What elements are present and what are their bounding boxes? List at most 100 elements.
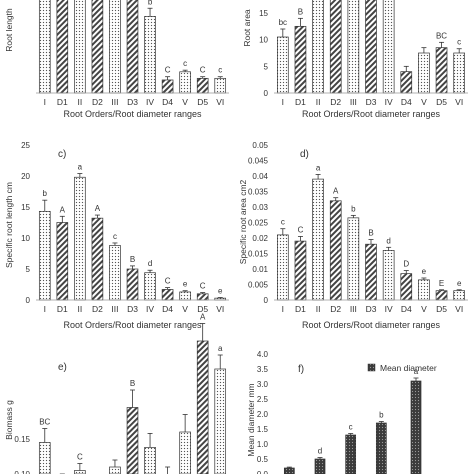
y-tick-label: 1.0 — [257, 440, 269, 449]
significance-label: b — [43, 189, 48, 198]
bar — [38, 210, 51, 301]
significance-label: c — [183, 59, 187, 68]
bar — [312, 0, 324, 94]
x-axis-label: Root Orders/Root diameter ranges — [302, 109, 441, 119]
bar — [179, 431, 191, 474]
significance-label: C — [200, 282, 206, 291]
significance-label: C — [165, 277, 171, 286]
x-tick-label: I — [44, 304, 46, 314]
x-tick-label: D1 — [295, 97, 306, 107]
significance-label: B — [130, 255, 135, 264]
y-tick-label: 0 — [264, 296, 269, 305]
bar — [109, 245, 121, 301]
significance-label: D — [403, 260, 409, 269]
panel-a: abccCCID1IID2IIID3IVD4VD5VIRoot Orders/R… — [4, 0, 229, 119]
bar — [196, 340, 209, 474]
x-tick-label: III — [350, 97, 357, 107]
bar — [347, 217, 360, 301]
bar — [435, 47, 448, 94]
bar — [277, 234, 289, 301]
bar — [196, 77, 209, 94]
significance-label: B — [368, 229, 373, 238]
y-tick-label: 25 — [21, 141, 30, 150]
y-tick-label: 0.005 — [248, 281, 269, 290]
bar — [365, 0, 377, 94]
x-tick-label: D1 — [295, 304, 306, 314]
x-tick-label: IV — [146, 304, 154, 314]
significance-label: a — [414, 367, 419, 376]
significance-label: e — [183, 280, 188, 289]
bar — [277, 36, 289, 94]
significance-label: d — [386, 236, 390, 245]
bar — [38, 442, 51, 474]
y-tick-label: 0.05 — [252, 141, 268, 150]
y-tick-label: 10 — [259, 36, 268, 45]
significance-label: A — [333, 187, 339, 196]
panel-label: f) — [298, 364, 304, 375]
x-tick-label: D5 — [436, 304, 447, 314]
significance-label: b — [379, 411, 384, 420]
bar — [109, 0, 121, 94]
x-tick-label: V — [182, 304, 188, 314]
bar — [345, 434, 357, 474]
legend-label: Mean diameter — [380, 363, 437, 373]
significance-label: e — [457, 279, 462, 288]
significance-label: d — [148, 259, 152, 268]
y-tick-label: 5 — [26, 265, 31, 274]
y-axis-label: Root area — [242, 9, 252, 47]
x-axis-label: Root Orders/Root diameter ranges — [63, 320, 202, 330]
bar — [453, 52, 465, 94]
bar — [161, 289, 174, 301]
bar — [329, 0, 342, 94]
bar — [312, 178, 324, 301]
y-tick-label: 1.5 — [257, 425, 269, 434]
significance-label: bc — [279, 18, 287, 27]
bar — [74, 0, 86, 94]
bar — [109, 466, 121, 474]
y-tick-label: 4.0 — [257, 350, 269, 359]
y-tick-label: 0.04 — [252, 172, 268, 181]
significance-label: b — [351, 204, 356, 213]
bar — [418, 52, 430, 94]
panel-e: 0.10 0.15 BC Ca B A Biomass g e) — [4, 313, 227, 474]
bar — [382, 250, 395, 301]
y-tick-label: 15 — [259, 9, 268, 18]
bar — [144, 447, 156, 474]
y-tick-label: 0.10 — [14, 470, 30, 474]
x-tick-label: D3 — [366, 97, 377, 107]
x-axis-label: Root Orders/Root diameter ranges — [302, 320, 441, 330]
x-tick-label: VI — [216, 97, 224, 107]
bar — [38, 0, 51, 94]
panel-label: e) — [58, 362, 67, 373]
y-axis-label: Specific root length cm — [4, 182, 14, 268]
x-tick-label: V — [421, 97, 427, 107]
bar — [435, 290, 448, 301]
x-tick-label: VI — [455, 97, 463, 107]
bar — [410, 380, 422, 474]
bar — [375, 422, 387, 474]
x-tick-label: D5 — [197, 97, 208, 107]
y-tick-label: 0 — [26, 296, 31, 305]
bar — [56, 0, 69, 94]
y-tick-label: 0.01 — [252, 265, 268, 274]
x-tick-label: D4 — [162, 97, 173, 107]
y-tick-label: 0.015 — [248, 250, 269, 259]
bar — [179, 291, 191, 301]
x-tick-label: D2 — [92, 304, 103, 314]
bar — [179, 71, 191, 94]
bar — [294, 25, 307, 94]
bar — [91, 217, 104, 301]
x-tick-label: D2 — [330, 304, 341, 314]
x-tick-label: III — [350, 304, 357, 314]
y-tick-label: 20 — [21, 172, 30, 181]
significance-label: a — [218, 344, 223, 353]
x-tick-label: D3 — [366, 304, 377, 314]
y-tick-label: 0.045 — [248, 157, 269, 166]
significance-label: A — [200, 313, 206, 322]
x-tick-label: D3 — [127, 97, 138, 107]
bar — [126, 268, 139, 301]
panel-d: 0 0.005 0.01 0.015 0.02 0.025 0.03 0.035 0.04 0.0… — [238, 141, 468, 330]
x-tick-label: V — [421, 304, 427, 314]
significance-label: C — [200, 66, 206, 75]
y-tick-label: 0.5 — [257, 455, 269, 464]
